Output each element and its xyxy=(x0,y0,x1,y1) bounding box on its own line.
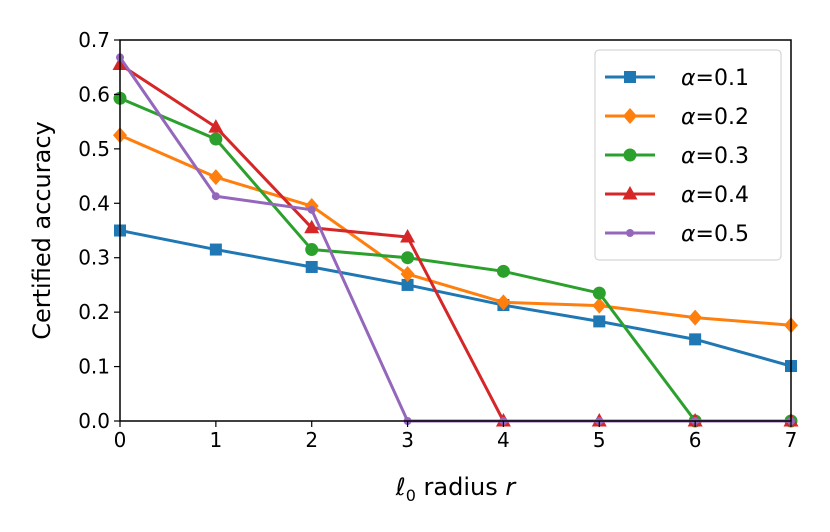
x-tick-label: 6 xyxy=(689,428,702,452)
series-layer xyxy=(112,53,799,428)
x-tick-label: 2 xyxy=(305,428,318,452)
legend-box xyxy=(594,49,782,261)
series-2 xyxy=(113,127,798,334)
square-marker xyxy=(305,260,318,273)
circle-marker xyxy=(496,264,510,278)
square-marker xyxy=(209,243,222,256)
y-tick-label: 0.4 xyxy=(78,191,110,215)
circle-marker xyxy=(592,286,606,300)
legend-entry: α=0.3 xyxy=(605,144,749,169)
axes-layer: 0 1 2 3 4 5 6 7 0.0 0.1 0.2 0.3 0.4 0.5 0.6 0.7 xyxy=(78,28,797,452)
series-line xyxy=(119,133,792,327)
legend-entry: α=0.5 xyxy=(605,222,749,247)
diamond-marker xyxy=(208,169,223,186)
x-tick-label: 5 xyxy=(593,428,606,452)
circle-marker xyxy=(209,132,223,146)
y-tick-label: 0.6 xyxy=(78,82,110,106)
series-line xyxy=(119,96,791,423)
square-marker xyxy=(624,71,636,83)
legend-label: α=0.3 xyxy=(681,144,749,169)
diamond-marker xyxy=(688,309,703,326)
diamond-marker xyxy=(623,108,637,124)
circle-marker xyxy=(401,251,415,265)
y-tick-label: 0.5 xyxy=(78,137,110,161)
triangle-marker xyxy=(400,229,416,243)
dot-marker xyxy=(211,192,220,201)
series-1 xyxy=(114,224,797,373)
y-axis-label: Certified accuracy xyxy=(28,121,56,340)
diamond-marker xyxy=(592,297,607,314)
plot-frame xyxy=(119,39,792,422)
x-axis-label: ℓ0 radius r xyxy=(395,473,518,505)
x-tick-label: 1 xyxy=(209,428,222,452)
circle-marker xyxy=(305,243,319,257)
x-tick-label: 4 xyxy=(497,428,510,452)
series-line xyxy=(119,229,792,368)
x-tick-label: 3 xyxy=(401,428,414,452)
y-tick-label: 0.7 xyxy=(78,28,110,52)
y-tick-label: 0.1 xyxy=(78,355,110,379)
y-tick-label: 0.2 xyxy=(78,300,110,324)
legend-label: α=0.1 xyxy=(681,66,749,91)
y-tick-label: 0.3 xyxy=(78,246,110,270)
diamond-marker xyxy=(496,294,511,311)
square-marker xyxy=(401,278,414,291)
triangle-marker xyxy=(304,219,320,234)
x-tick-label: 7 xyxy=(785,428,798,452)
square-marker xyxy=(689,333,702,346)
legend: α=0.1 α=0.2 α=0.3 α=0.4 α=0.5 xyxy=(594,49,782,261)
dot-marker xyxy=(626,229,634,237)
legend-label: α=0.4 xyxy=(681,183,749,208)
legend-entry: α=0.4 xyxy=(605,183,749,208)
legend-label: α=0.5 xyxy=(681,222,749,247)
circle-marker xyxy=(623,148,637,162)
diamond-marker xyxy=(400,266,415,283)
legend-entry: α=0.1 xyxy=(605,66,749,91)
square-marker xyxy=(593,315,606,328)
dot-marker xyxy=(307,205,316,214)
triangle-marker xyxy=(208,119,224,133)
legend-label: α=0.2 xyxy=(681,105,749,130)
y-tick-label: 0.0 xyxy=(78,409,110,433)
triangle-marker xyxy=(622,186,638,200)
x-tick-label: 0 xyxy=(114,428,127,452)
legend-entry: α=0.2 xyxy=(605,105,749,130)
